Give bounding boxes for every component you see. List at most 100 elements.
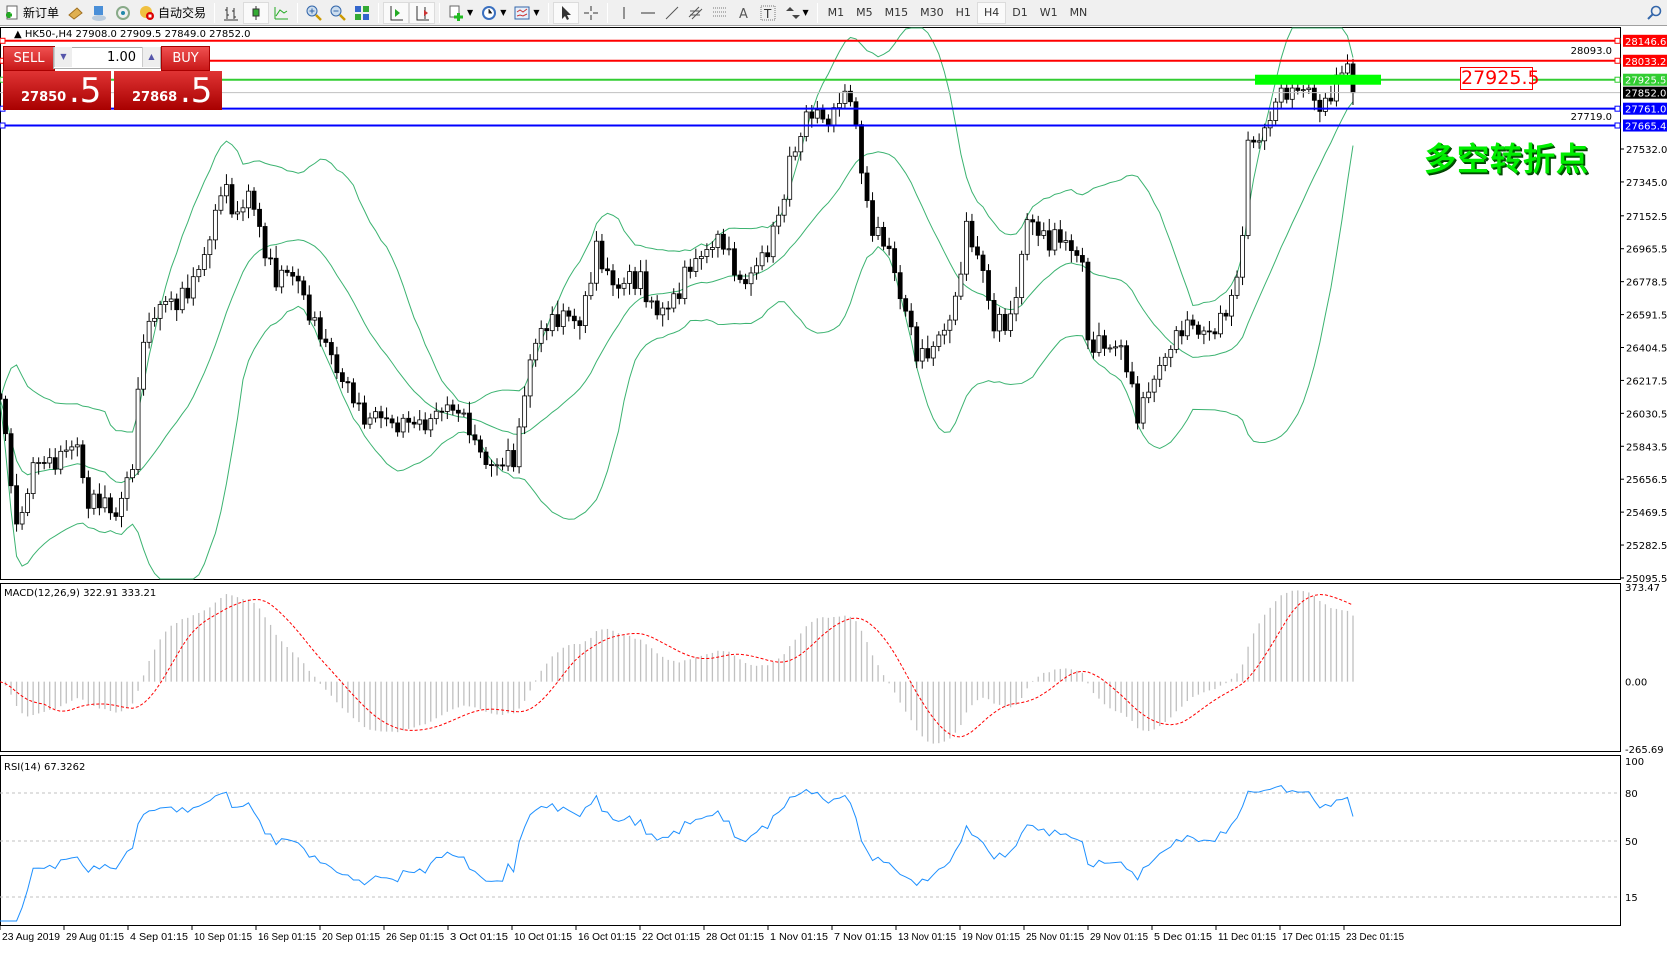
svg-text:A: A (739, 7, 748, 21)
search-button[interactable] (1643, 2, 1667, 24)
candle-body (947, 319, 953, 331)
candle-body (1306, 87, 1312, 91)
bar-chart-icon (223, 5, 239, 21)
candle-body (654, 300, 660, 316)
candle-body (489, 464, 494, 466)
navigator-icon (91, 5, 107, 21)
chart-shift-button[interactable] (409, 1, 436, 24)
line-chart-button[interactable] (269, 2, 293, 24)
equidistant-channel-tool[interactable] (684, 2, 708, 24)
candle-body (1328, 97, 1334, 102)
navigator-button[interactable] (87, 2, 111, 24)
periodicity-button[interactable]: ▼ (477, 2, 510, 24)
candle-body (671, 293, 677, 309)
candle-body (952, 295, 958, 321)
chart-canvas[interactable]: 27532.0 27345.0 27152.5 26965.5 26778.5 26591… (0, 27, 1667, 953)
timeframe-m1[interactable]: M1 (827, 6, 845, 19)
bar-chart-button[interactable] (219, 2, 243, 24)
market-watch-button[interactable] (63, 2, 87, 24)
macd-tick-label: 373.47 (1625, 583, 1660, 594)
search-icon (1647, 5, 1663, 21)
candle-body (975, 246, 980, 256)
line-handle (0, 37, 6, 44)
rsi-tick-label: 80 (1625, 789, 1638, 800)
fibonacci-tool[interactable] (708, 2, 732, 24)
text-tool[interactable]: A (732, 2, 756, 24)
price-tick-label: 27719.0 (1571, 112, 1612, 123)
horizontal-line-tool[interactable] (636, 2, 660, 24)
candle-body (229, 184, 235, 215)
zoom-in-button[interactable] (302, 2, 326, 24)
candle-body (737, 274, 743, 280)
timeframe-w1[interactable]: W1 (1039, 6, 1058, 19)
text-label-tool[interactable]: T (756, 2, 780, 24)
cursor-tool[interactable] (552, 1, 579, 24)
candle-body (522, 395, 528, 428)
tile-windows-button[interactable] (350, 2, 374, 24)
lot-size-input[interactable]: 1.00 (53, 47, 161, 69)
auto-trading-button[interactable]: 自动交易 (135, 2, 210, 24)
candle-body (1322, 97, 1328, 112)
templates-button[interactable]: ▼ (510, 2, 543, 24)
trendline-tool[interactable] (660, 2, 684, 24)
buy-button[interactable]: BUY (161, 46, 210, 71)
timeframe-mn[interactable]: MN (1069, 6, 1088, 19)
candle-body (726, 248, 732, 251)
line-handle (1614, 37, 1621, 44)
candle-body (715, 233, 721, 248)
rsi-tick-label: 50 (1625, 837, 1638, 848)
bollinger-upper (0, 27, 1354, 433)
price-tick-label-bg (1566, 44, 1614, 57)
sell-button[interactable]: SELL (3, 46, 55, 71)
candle-body (964, 220, 969, 275)
date-label: 29 Aug 01:15 (66, 932, 124, 943)
candle-body (676, 293, 682, 299)
price-label-annotation[interactable]: 27925.5 (1460, 67, 1540, 90)
lot-decrease-button[interactable]: ▼ (54, 47, 72, 67)
candle-body (616, 284, 621, 289)
lot-increase-button[interactable]: ▲ (142, 47, 160, 67)
candle-body (1251, 139, 1256, 143)
indicators-button[interactable]: ▼ (444, 2, 477, 24)
timeframe-m5[interactable]: M5 (856, 6, 873, 19)
candlestick-chart-button[interactable] (243, 1, 270, 24)
candle-body (1080, 255, 1085, 263)
timeframe-h4[interactable]: H4 (976, 1, 1007, 24)
price-tick-label: 26404.5 (1626, 344, 1667, 355)
new-order-button[interactable]: 新订单 (0, 2, 63, 24)
timeframe-h1[interactable]: H1 (955, 6, 971, 19)
chart-window[interactable]: 27532.0 27345.0 27152.5 26965.5 26778.5 26591… (0, 27, 1667, 953)
text-label-icon: T (760, 5, 776, 21)
price-label-bg (1623, 73, 1667, 86)
macd-tick-label: 0.00 (1625, 678, 1647, 689)
arrows-tool[interactable]: ▼ (780, 2, 813, 24)
price-tick-label: 26591.5 (1626, 311, 1667, 322)
candle-body (1057, 229, 1063, 243)
signals-button[interactable] (111, 2, 135, 24)
sell-price[interactable]: 27850.5 (3, 71, 111, 110)
candle-body (527, 359, 533, 397)
candle-body (1289, 87, 1295, 100)
crosshair-tool[interactable] (579, 2, 603, 24)
auto-scroll-button[interactable] (383, 1, 410, 24)
candle-body (367, 417, 373, 425)
timeframe-m15[interactable]: M15 (884, 6, 909, 19)
vertical-line-tool[interactable] (612, 2, 636, 24)
text-annotation[interactable]: 多空转折点 (1424, 140, 1590, 178)
price-tick-label: 25095.5 (1626, 574, 1667, 585)
buy-price[interactable]: 27868.5 (114, 71, 222, 110)
price-line-label: 28033.2 (1625, 57, 1666, 68)
zoom-out-button[interactable] (326, 2, 350, 24)
candle-body (339, 372, 345, 382)
rsi-tick-label: 100 (1625, 757, 1644, 768)
timeframe-d1[interactable]: D1 (1012, 6, 1028, 19)
candle-body (853, 101, 859, 126)
candle-body (30, 462, 36, 494)
candle-body (842, 90, 848, 104)
timeframe-m30[interactable]: M30 (920, 6, 944, 19)
zoom-in-icon (306, 5, 322, 21)
date-label: 25 Nov 01:15 (1026, 932, 1084, 943)
svg-text:T: T (763, 7, 772, 21)
dropdown-arrow-icon: ▼ (533, 8, 540, 17)
candle-body (472, 434, 478, 441)
